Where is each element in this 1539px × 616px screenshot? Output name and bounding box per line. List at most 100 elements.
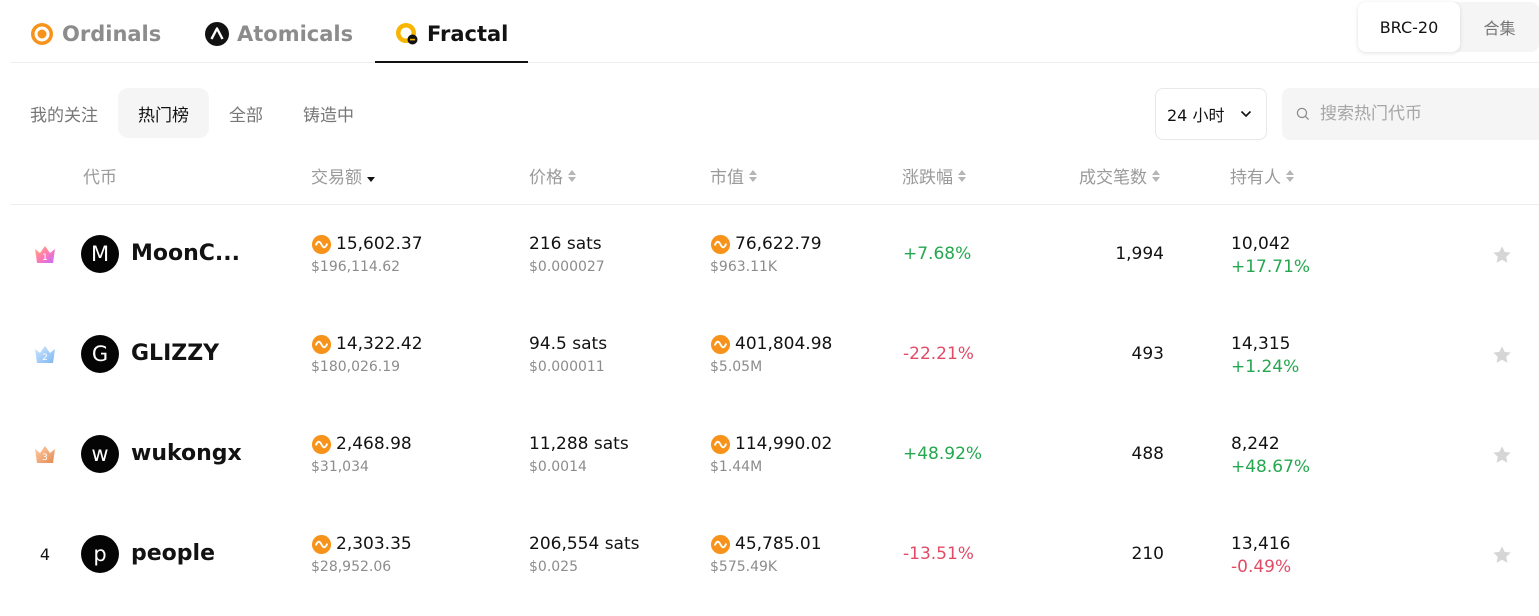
change-value: +48.92% xyxy=(903,444,983,464)
volume-cell: 15,602.37 $196,114.62 xyxy=(311,233,423,275)
star-icon[interactable] xyxy=(1491,544,1513,566)
brc20-toggle-button[interactable]: BRC-20 xyxy=(1358,2,1460,52)
market-cap-value: 114,990.02 xyxy=(735,434,833,454)
price-usd: $0.000011 xyxy=(529,359,605,375)
sort-icon xyxy=(568,169,576,182)
token-name[interactable]: people xyxy=(131,541,215,566)
svg-text:2: 2 xyxy=(42,353,48,363)
protocol-tabs: Ordinals Atomicals Fractal BRC-20 合集 xyxy=(10,0,1539,63)
column-header-volume[interactable]: 交易额 xyxy=(311,163,375,188)
column-header-token: 代币 xyxy=(83,168,117,188)
market-cap-value: 401,804.98 xyxy=(735,334,833,354)
table-row[interactable]: 4 p people 2,303.35 $28,952.06 206,554 s… xyxy=(10,505,1539,605)
holders-cell: 14,315 +1.24% xyxy=(1231,333,1299,377)
fb-coin-icon xyxy=(710,534,731,554)
svg-text:3: 3 xyxy=(42,453,48,463)
fb-coin-icon xyxy=(311,434,332,454)
rank-number: 4 xyxy=(39,544,51,564)
price-value: 206,554 sats xyxy=(529,534,640,554)
collections-toggle-button[interactable]: 合集 xyxy=(1483,19,1516,38)
trades-value: 493 xyxy=(1131,344,1164,364)
holders-cell: 13,416 -0.49% xyxy=(1231,533,1291,577)
filter-tab-following[interactable]: 我的关注 xyxy=(30,105,98,126)
trades-value: 210 xyxy=(1131,544,1164,564)
price-cell: 11,288 sats $0.0014 xyxy=(529,433,629,475)
table-row[interactable]: 3 w wukongx 2,468.98 $31,034 11,288 sats… xyxy=(10,405,1539,505)
star-icon[interactable] xyxy=(1491,344,1513,366)
tab-ordinals[interactable]: Ordinals xyxy=(30,22,161,62)
holders-cell: 8,242 +48.67% xyxy=(1231,433,1310,477)
volume-value: 2,468.98 xyxy=(336,434,412,454)
volume-cell: 2,468.98 $31,034 xyxy=(311,433,412,475)
change-value: -22.21% xyxy=(903,344,974,364)
volume-usd: $196,114.62 xyxy=(311,259,401,275)
volume-usd: $31,034 xyxy=(311,459,369,475)
price-cell: 206,554 sats $0.025 xyxy=(529,533,640,575)
market-cap-usd: $5.05M xyxy=(710,359,763,375)
bronze-crown-icon: 3 xyxy=(35,446,55,463)
filter-tab-all[interactable]: 全部 xyxy=(229,105,263,126)
fb-coin-icon xyxy=(311,334,332,354)
market-cap-cell: 45,785.01 $575.49K xyxy=(710,533,822,575)
column-header-market-cap[interactable]: 市值 xyxy=(710,163,757,188)
sort-icon xyxy=(958,169,966,182)
atomicals-icon xyxy=(205,22,229,46)
token-name[interactable]: MoonC... xyxy=(131,241,241,266)
fb-coin-icon xyxy=(710,434,731,454)
sort-desc-icon xyxy=(367,170,375,182)
fractal-icon xyxy=(396,23,418,45)
tab-fractal-label: Fractal xyxy=(427,22,509,46)
market-cap-usd: $1.44M xyxy=(710,459,763,475)
market-cap-usd: $963.11K xyxy=(710,259,778,275)
change-value: +7.68% xyxy=(903,244,972,264)
column-header-price[interactable]: 价格 xyxy=(529,163,576,188)
price-cell: 94.5 sats $0.000011 xyxy=(529,333,607,375)
standard-toggle: BRC-20 合集 xyxy=(1358,2,1539,52)
column-header-change[interactable]: 涨跌幅 xyxy=(902,163,966,188)
tab-atomicals[interactable]: Atomicals xyxy=(205,22,353,62)
avatar: w xyxy=(81,435,119,473)
holders-change: +1.24% xyxy=(1231,357,1300,377)
filter-tab-trending[interactable]: 热门榜 xyxy=(118,88,209,138)
star-icon[interactable] xyxy=(1491,444,1513,466)
holders-cell: 10,042 +17.71% xyxy=(1231,233,1310,277)
volume-value: 15,602.37 xyxy=(336,234,423,254)
chevron-down-icon xyxy=(1240,110,1252,118)
tab-fractal[interactable]: Fractal xyxy=(374,22,529,63)
time-range-value: 24 小时 xyxy=(1167,106,1225,125)
rank-badge: 3 xyxy=(32,441,58,467)
svg-text:1: 1 xyxy=(42,253,48,263)
silver-crown-icon: 2 xyxy=(35,346,55,363)
table-row[interactable]: 1 M MoonC... 15,602.37 $196,114.62 216 s… xyxy=(10,205,1539,305)
sort-icon xyxy=(1152,169,1160,182)
time-range-select[interactable]: 24 小时 xyxy=(1155,88,1267,140)
column-header-holders[interactable]: 持有人 xyxy=(1230,163,1294,188)
rank-badge: 2 xyxy=(32,341,58,367)
column-header-trades[interactable]: 成交笔数 xyxy=(1079,163,1160,188)
volume-cell: 2,303.35 $28,952.06 xyxy=(311,533,412,575)
search-input[interactable] xyxy=(1320,104,1539,124)
star-icon[interactable] xyxy=(1491,244,1513,266)
tab-atomicals-label: Atomicals xyxy=(237,22,354,46)
holders-value: 14,315 xyxy=(1231,334,1291,354)
filter-tab-minting[interactable]: 铸造中 xyxy=(303,105,354,126)
token-name[interactable]: GLIZZY xyxy=(131,341,220,366)
change-value: -13.51% xyxy=(903,544,974,564)
avatar: M xyxy=(81,235,119,273)
price-usd: $0.025 xyxy=(529,559,578,575)
volume-value: 14,322.42 xyxy=(336,334,423,354)
table-header: 代币 交易额 价格 市值 涨跌幅 成交笔数 持有人 xyxy=(10,155,1539,205)
price-usd: $0.0014 xyxy=(529,459,587,475)
trades-value: 1,994 xyxy=(1115,244,1164,264)
holders-change: +17.71% xyxy=(1231,257,1311,277)
market-cap-usd: $575.49K xyxy=(710,559,778,575)
rank-badge: 1 xyxy=(32,241,58,267)
fb-coin-icon xyxy=(710,334,731,354)
table-row[interactable]: 2 G GLIZZY 14,322.42 $180,026.19 94.5 sa… xyxy=(10,305,1539,405)
tab-ordinals-label: Ordinals xyxy=(62,22,162,46)
trades-value: 488 xyxy=(1131,444,1164,464)
fb-coin-icon xyxy=(311,534,332,554)
search-icon xyxy=(1296,107,1310,121)
market-cap-value: 76,622.79 xyxy=(735,234,822,254)
token-name[interactable]: wukongx xyxy=(131,441,242,466)
